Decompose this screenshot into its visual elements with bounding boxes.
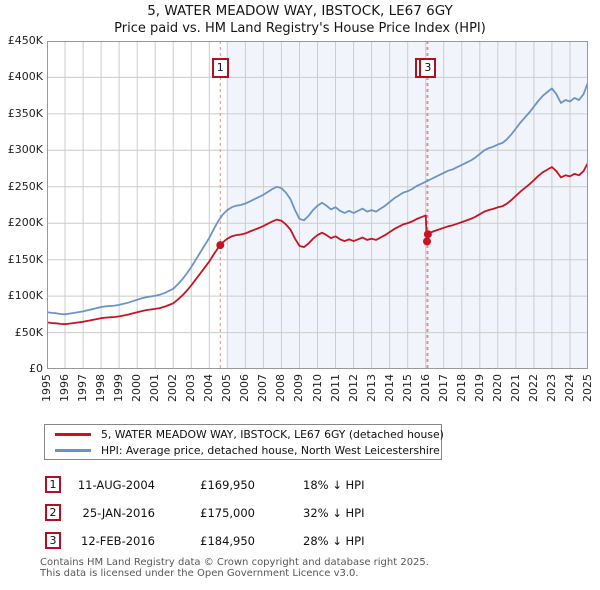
x-tick-label: 2025: [581, 374, 594, 402]
sale-number-badge-1: 1: [45, 476, 61, 493]
sale-point-2: [423, 237, 431, 246]
footer-copyright: Contains HM Land Registry data © Crown c…: [40, 557, 429, 568]
y-tick-label: £250K: [7, 179, 43, 193]
y-tick-label: £150K: [7, 252, 43, 266]
x-tick-label: 2003: [184, 374, 198, 402]
sale-point-1: [216, 241, 225, 250]
sale-row-3: 3 12-FEB-2016 £184,950 28% ↓ HPI: [0, 532, 600, 552]
x-tick-label: 2011: [328, 374, 342, 402]
y-tick-label: £400K: [7, 70, 43, 84]
sale-price-2: £175,000: [200, 506, 255, 520]
sale-flag-1: 1: [211, 58, 229, 78]
y-tick-label: £450K: [7, 34, 43, 47]
sale-point-3: [423, 230, 432, 239]
x-tick-label: 1996: [58, 374, 72, 402]
x-tick-label: 2019: [472, 374, 486, 402]
sale-date-2: 25-JAN-2016: [82, 506, 156, 520]
x-tick-label: 2013: [364, 374, 378, 402]
sale-date-3: 12-FEB-2016: [81, 534, 155, 548]
x-tick-label: 1997: [76, 374, 90, 402]
x-tick-label: 2020: [490, 374, 504, 402]
legend-item-hpi: HPI: Average price, detached house, Nort…: [55, 444, 440, 457]
price-chart-plot-area: [47, 41, 588, 369]
x-tick-label: 2023: [544, 374, 558, 402]
y-tick-label: £200K: [7, 216, 43, 230]
y-tick-label: £300K: [7, 143, 43, 157]
sale-price-1: £169,950: [200, 478, 255, 492]
x-tick-label: 2014: [382, 374, 396, 402]
x-tick-label: 2016: [418, 374, 432, 402]
sale-hpi-delta-1: 18% ↓ HPI: [303, 478, 365, 492]
x-tick-label: 2009: [292, 374, 306, 402]
legend-box: 5, WATER MEADOW WAY, IBSTOCK, LE67 6GY (…: [44, 424, 444, 460]
y-tick-label: £50K: [14, 325, 43, 339]
footer-licence: This data is licensed under the Open Gov…: [40, 568, 359, 579]
chart-canvas: [47, 41, 588, 369]
x-tick-label: 2001: [148, 374, 162, 402]
x-tick-label: 1995: [40, 374, 53, 402]
legend-label-property: 5, WATER MEADOW WAY, IBSTOCK, LE67 6GY (…: [101, 428, 444, 441]
x-tick-label: 2021: [508, 374, 522, 402]
x-tick-label: 2018: [454, 374, 468, 402]
legend-line-sample-property: [55, 432, 91, 436]
legend-label-hpi: HPI: Average price, detached house, Nort…: [101, 444, 440, 457]
sale-row-2: 2 25-JAN-2016 £175,000 32% ↓ HPI: [0, 504, 600, 524]
x-tick-label: 2000: [130, 374, 144, 402]
legend-line-sample-hpi: [55, 448, 91, 452]
x-tick-label: 2017: [436, 374, 450, 402]
sale-price-3: £184,950: [200, 534, 255, 548]
legend-item-property: 5, WATER MEADOW WAY, IBSTOCK, LE67 6GY (…: [55, 428, 444, 441]
sale-flag-3: 3: [419, 58, 437, 78]
x-tick-label: 2007: [256, 374, 270, 402]
sale-row-1: 1 11-AUG-2004 £169,950 18% ↓ HPI: [0, 476, 600, 496]
x-tick-label: 2004: [202, 374, 216, 402]
sale-hpi-delta-2: 32% ↓ HPI: [303, 506, 365, 520]
x-tick-label: 2022: [526, 374, 540, 402]
sale-hpi-delta-3: 28% ↓ HPI: [303, 534, 365, 548]
x-tick-label: 2005: [220, 374, 234, 402]
x-tick-label: 2002: [166, 374, 180, 402]
y-tick-label: £100K: [7, 289, 43, 303]
x-tick-label: 2006: [238, 374, 252, 402]
page-subtitle: Price paid vs. HM Land Registry's House …: [114, 21, 486, 36]
y-tick-label: £350K: [7, 106, 43, 120]
x-tick-label: 2010: [310, 374, 324, 402]
sale-date-vlines: [219, 41, 429, 369]
hpi-line: [47, 82, 588, 316]
x-tick-label: 2008: [274, 374, 288, 402]
page-title: 5, WATER MEADOW WAY, IBSTOCK, LE67 6GY: [147, 3, 453, 19]
sale-number-badge-2: 2: [45, 504, 61, 521]
y-tick-label: £0: [29, 362, 43, 375]
x-tick-label: 2024: [562, 374, 576, 402]
price-paid-line: [47, 162, 588, 326]
sale-number-badge-3: 3: [45, 532, 61, 549]
sale-date-1: 11-AUG-2004: [77, 478, 155, 492]
x-tick-label: 2012: [346, 374, 360, 402]
grid-lines: [47, 41, 588, 369]
x-tick-label: 1999: [112, 374, 126, 402]
x-tick-label: 1998: [94, 374, 108, 402]
x-tick-label: 2015: [400, 374, 414, 402]
plot-border: [47, 41, 588, 369]
